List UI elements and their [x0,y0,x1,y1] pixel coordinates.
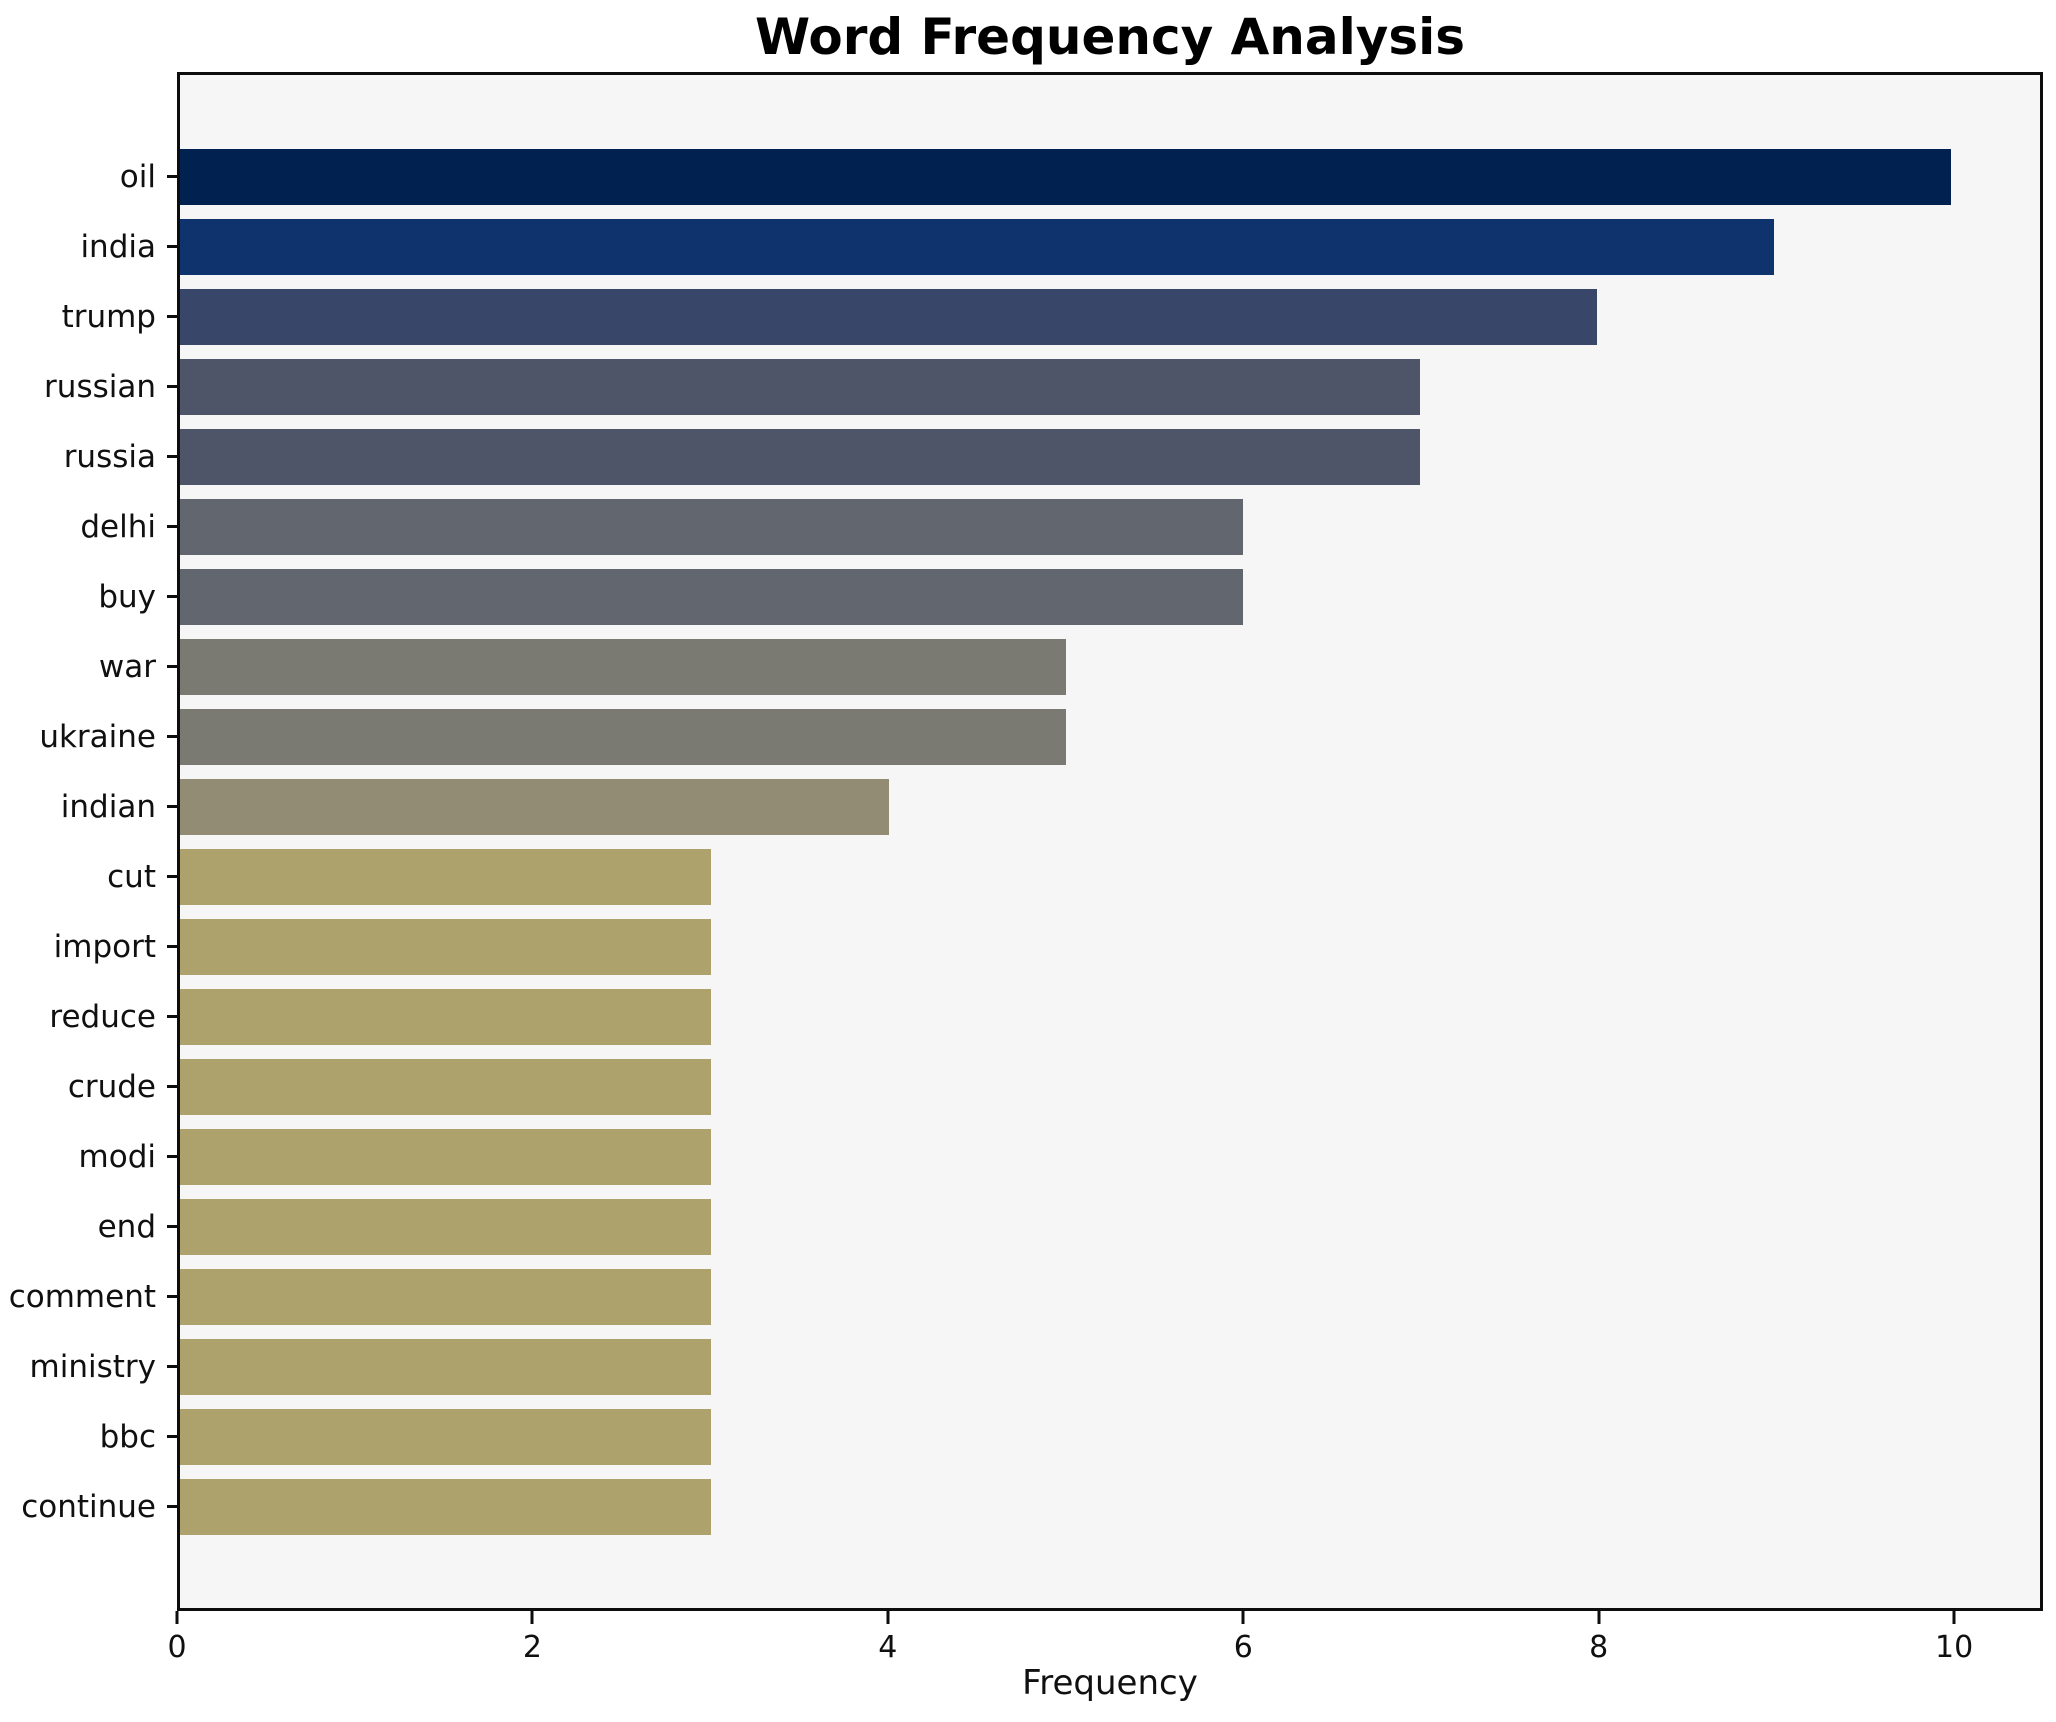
y-tick-label: indian [60,789,156,825]
y-tick-label: buy [98,579,156,615]
y-tick-label: cut [107,859,156,895]
y-tick-mark [167,1085,180,1088]
y-tick-label: modi [78,1139,156,1175]
bar-russian [180,359,1420,415]
y-tick-mark [167,1365,180,1368]
chart-title: Word Frequency Analysis [754,8,1466,66]
bar-row: trump [62,282,2040,352]
x-tick-label: 6 [1233,1630,1253,1665]
x-tick-mark [1241,1611,1245,1624]
bar-modi [180,1129,712,1185]
y-tick-label: ministry [29,1349,156,1385]
bar-row: ukraine [39,702,2040,772]
x-axis-label: Frequency [1022,1663,1198,1703]
bar-row: continue [21,1472,2040,1542]
y-tick-mark [167,455,180,458]
x-tick-label: 4 [878,1630,898,1665]
y-tick-mark [167,945,180,948]
bar-row: buy [98,562,2040,632]
bar-import [180,919,712,975]
y-tick-label: continue [21,1489,156,1525]
y-tick-label: trump [61,299,156,335]
bar-row: indian [61,772,2040,842]
y-tick-label: india [80,229,156,265]
bar-row: russia [64,422,2040,492]
bar-row: crude [68,1052,2040,1122]
x-axis: 0 2 4 6 8 10 [167,1611,2043,1711]
x-tick-mark [1952,1611,1956,1624]
bar-cut [180,849,712,905]
x-tick-label: 2 [522,1630,542,1665]
y-tick-label: crude [67,1069,156,1105]
x-tick-mark [1597,1611,1601,1624]
y-tick-mark [167,595,180,598]
y-tick-label: end [97,1209,156,1245]
y-tick-mark [167,1435,180,1438]
y-tick-label: war [98,649,156,685]
bar-row: end [98,1192,2040,1262]
x-tick-mark [175,1611,179,1624]
x-tick-label: 0 [167,1630,187,1665]
x-tick-mark [530,1611,534,1624]
bar-row: india [80,212,2040,282]
bar-row: import [54,912,2040,982]
bar-indian [180,779,889,835]
bar-row: bbc [100,1402,2040,1472]
bar-row: russian [44,352,2040,422]
y-tick-mark [167,385,180,388]
bar-delhi [180,499,1243,555]
bar-india [180,219,1775,275]
bar-crude [180,1059,712,1115]
y-tick-label: bbc [99,1419,156,1455]
y-tick-mark [167,665,180,668]
y-tick-mark [167,315,180,318]
y-tick-label: ukraine [39,719,156,755]
y-tick-label: comment [8,1279,156,1315]
bar-row: oil [120,142,2040,212]
bar-row: war [99,632,2040,702]
bar-buy [180,569,1243,625]
y-tick-mark [167,1505,180,1508]
bar-row: modi [79,1122,2040,1192]
bar-ukraine [180,709,1066,765]
x-tick-label: 8 [1589,1630,1609,1665]
y-tick-mark [167,1155,180,1158]
bar-row: delhi [80,492,2040,562]
bar-end [180,1199,712,1255]
y-tick-mark [167,735,180,738]
bar-row: comment [9,1262,2040,1332]
y-tick-mark [167,805,180,808]
bar-row: cut [107,842,2040,912]
plot-area: oil india trump russian russia delhi buy war ukr… [9,72,2043,1611]
bar-bbc [180,1409,712,1465]
y-tick-mark [167,175,180,178]
bars-container: oil india trump russian russia delhi buy war ukr… [9,142,2040,1542]
bar-row: ministry [30,1332,2040,1402]
y-tick-mark [167,1225,180,1228]
y-tick-label: russian [44,369,156,405]
bar-ministry [180,1339,712,1395]
bar-row: reduce [49,982,2040,1052]
bar-war [180,639,1066,695]
y-tick-mark [167,525,180,528]
y-tick-label: oil [119,159,156,195]
bar-comment [180,1269,712,1325]
y-tick-mark [167,1015,180,1018]
y-tick-label: reduce [49,999,156,1035]
bar-trump [180,289,1598,345]
y-tick-label: russia [63,439,156,475]
bar-continue [180,1479,712,1535]
bar-russia [180,429,1420,485]
y-tick-mark [167,245,180,248]
y-tick-label: delhi [80,509,156,545]
x-tick-mark [886,1611,890,1624]
y-tick-label: import [53,929,156,965]
bar-reduce [180,989,712,1045]
bar-oil [180,149,1952,205]
y-tick-mark [167,1295,180,1298]
y-tick-mark [167,875,180,878]
x-tick-label: 10 [1935,1630,1974,1665]
